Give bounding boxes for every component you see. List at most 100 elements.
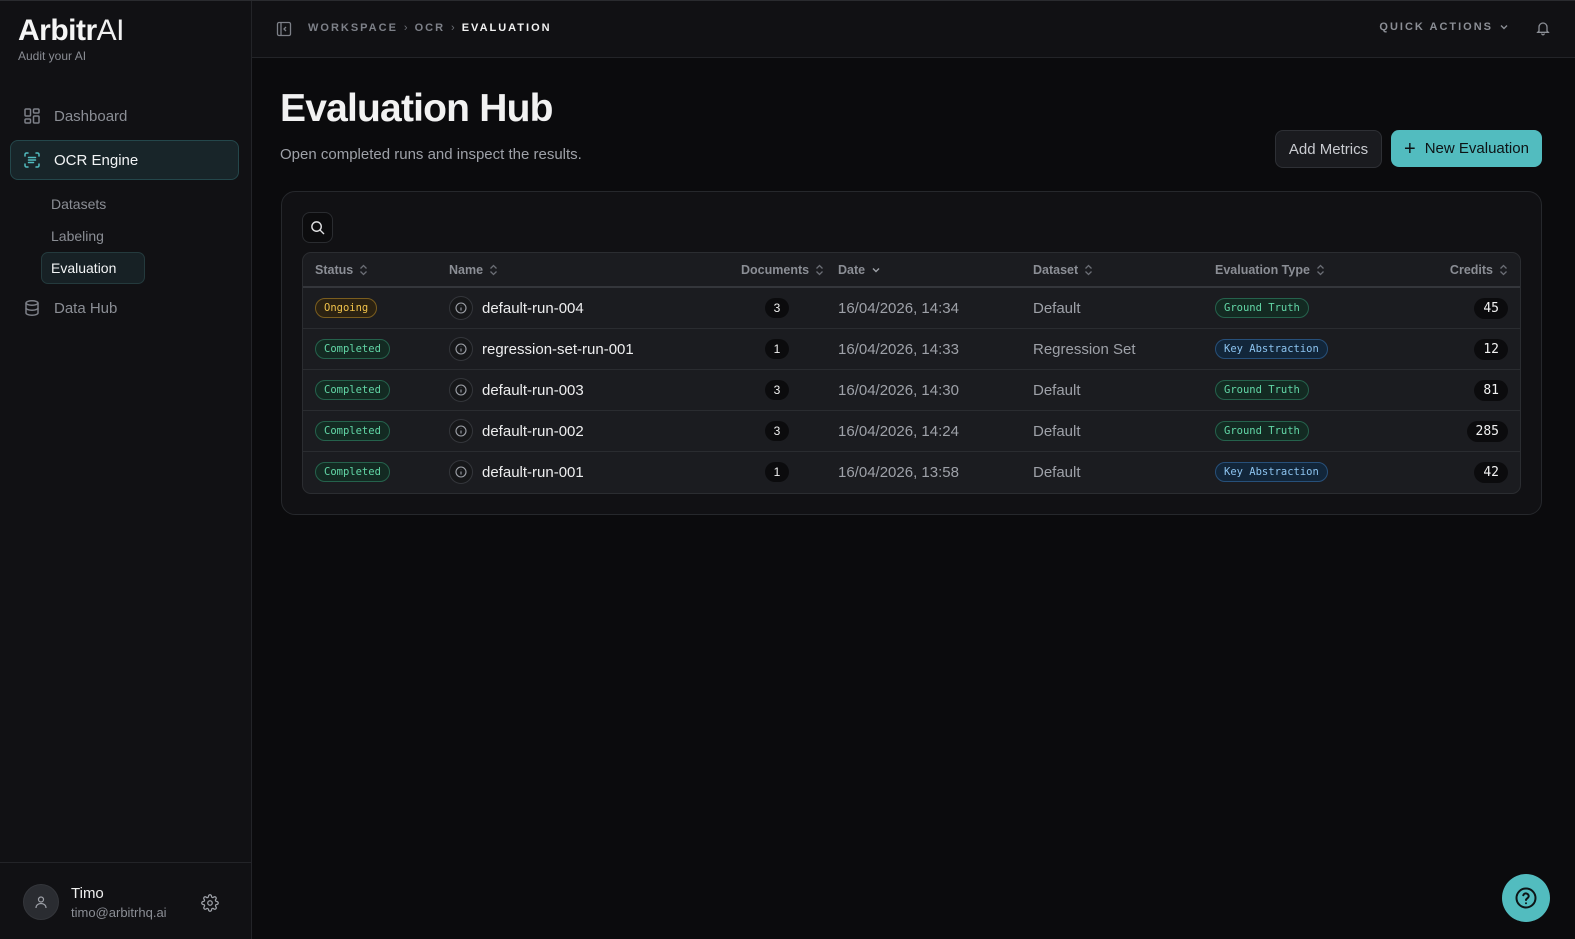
documents-count: 1	[765, 339, 789, 359]
new-evaluation-button[interactable]: + New Evaluation	[1391, 130, 1542, 167]
run-name[interactable]: default-run-001	[482, 463, 584, 481]
table-row[interactable]: Ongoing default-run-004 3 16/04/2026, 14…	[303, 288, 1520, 329]
sidebar-subitem-label: Labeling	[51, 228, 104, 244]
status-badge: Completed	[315, 339, 390, 359]
dataset-name: Default	[1033, 299, 1081, 317]
sidebar-item-ocr-engine[interactable]: OCR Engine	[10, 140, 239, 180]
evaluation-type-badge: Ground Truth	[1215, 421, 1309, 441]
ocr-scan-icon	[24, 152, 40, 168]
breadcrumb: WORKSPACE › OCR › EVALUATION	[308, 22, 552, 34]
column-label: Documents	[741, 263, 810, 277]
page-subtitle: Open completed runs and inspect the resu…	[280, 146, 582, 163]
gear-icon[interactable]	[201, 894, 219, 912]
sidebar: ArbitrAI Audit your AI Dashboard OCR Eng…	[0, 1, 252, 939]
bell-icon[interactable]	[1535, 20, 1551, 36]
table-row[interactable]: Completed default-run-003 3 16/04/2026, …	[303, 370, 1520, 411]
table-header: Status Name Documents Date Dataset Evalu…	[303, 253, 1520, 288]
run-date: 16/04/2026, 14:30	[838, 381, 959, 399]
brand-logo[interactable]: ArbitrAI Audit your AI	[18, 14, 125, 64]
column-label: Name	[449, 263, 484, 277]
evaluation-type-badge: Key Abstraction	[1215, 462, 1328, 482]
status-badge: Completed	[315, 380, 390, 400]
user-profile: Timo timo@arbitrhq.ai	[0, 862, 251, 939]
sidebar-item-label: Data Hub	[54, 299, 118, 317]
status-badge: Completed	[315, 462, 390, 482]
search-button[interactable]	[302, 212, 333, 243]
sidebar-item-dashboard[interactable]: Dashboard	[10, 96, 239, 136]
user-email: timo@arbitrhq.ai	[71, 905, 167, 920]
column-header-documents[interactable]: Documents	[741, 263, 824, 277]
sort-icon	[1316, 264, 1324, 276]
quick-actions-label: QUICK ACTIONS	[1379, 21, 1493, 33]
column-header-credits[interactable]: Credits	[1450, 263, 1508, 277]
evaluation-type-badge: Ground Truth	[1215, 298, 1309, 318]
sidebar-subitem-labeling[interactable]: Labeling	[41, 220, 114, 252]
sidebar-subitem-datasets[interactable]: Datasets	[41, 188, 116, 220]
credits-count: 45	[1474, 297, 1508, 319]
breadcrumb-ocr[interactable]: OCR	[414, 22, 446, 34]
sort-desc-icon	[872, 268, 880, 273]
sidebar-item-label: Dashboard	[54, 107, 128, 125]
evaluation-type-badge: Key Abstraction	[1215, 339, 1328, 359]
info-icon[interactable]	[449, 419, 473, 443]
sidebar-subitem-evaluation[interactable]: Evaluation	[41, 252, 145, 284]
user-name: Timo	[71, 885, 104, 902]
credits-count: 12	[1474, 338, 1508, 360]
run-name[interactable]: default-run-003	[482, 381, 584, 399]
sidebar-item-label: OCR Engine	[54, 151, 139, 169]
chevron-down-icon	[1500, 25, 1508, 30]
sort-icon	[1085, 264, 1093, 276]
info-icon[interactable]	[449, 337, 473, 361]
column-header-name[interactable]: Name	[449, 263, 498, 277]
status-badge: Completed	[315, 421, 390, 441]
evaluations-table: Status Name Documents Date Dataset Evalu…	[302, 252, 1521, 494]
breadcrumb-evaluation: EVALUATION	[461, 22, 552, 34]
search-icon	[311, 221, 325, 235]
sidebar-item-data-hub[interactable]: Data Hub	[10, 288, 239, 328]
status-badge: Ongoing	[315, 298, 378, 318]
dataset-name: Default	[1033, 463, 1081, 481]
add-metrics-button[interactable]: Add Metrics	[1275, 130, 1382, 168]
column-label: Evaluation Type	[1215, 263, 1310, 277]
info-icon[interactable]	[449, 296, 473, 320]
new-evaluation-label: New Evaluation	[1424, 140, 1529, 157]
info-icon[interactable]	[449, 378, 473, 402]
page-title: Evaluation Hub	[280, 87, 553, 130]
brand-name-suffix: AI	[96, 14, 125, 47]
table-row[interactable]: Completed default-run-001 1 16/04/2026, …	[303, 452, 1520, 493]
run-date: 16/04/2026, 13:58	[838, 463, 959, 481]
run-date: 16/04/2026, 14:33	[838, 340, 959, 358]
run-name[interactable]: default-run-002	[482, 422, 584, 440]
chevron-right-icon: ›	[403, 22, 408, 34]
top-bar: WORKSPACE › OCR › EVALUATION QUICK ACTIO…	[252, 1, 1575, 58]
table-row[interactable]: Completed default-run-002 3 16/04/2026, …	[303, 411, 1520, 452]
column-label: Credits	[1449, 263, 1493, 277]
column-header-status[interactable]: Status	[315, 263, 368, 277]
run-date: 16/04/2026, 14:24	[838, 422, 959, 440]
credits-count: 285	[1466, 420, 1508, 442]
avatar[interactable]	[23, 884, 59, 920]
brand-name: Arbitr	[18, 14, 97, 47]
quick-actions-dropdown[interactable]: QUICK ACTIONS	[1379, 21, 1509, 33]
credits-count: 42	[1474, 461, 1508, 483]
sort-icon	[360, 264, 368, 276]
run-name[interactable]: default-run-004	[482, 299, 584, 317]
column-header-date[interactable]: Date	[838, 263, 881, 277]
breadcrumb-workspace[interactable]: WORKSPACE	[308, 22, 398, 34]
sidebar-subitem-label: Datasets	[51, 196, 107, 212]
evaluation-type-badge: Ground Truth	[1215, 380, 1309, 400]
brand-tagline: Audit your AI	[18, 49, 87, 63]
sort-icon	[1500, 264, 1507, 276]
user-icon	[35, 896, 47, 909]
run-name[interactable]: regression-set-run-001	[482, 340, 634, 358]
help-button[interactable]	[1502, 874, 1550, 922]
info-icon[interactable]	[449, 460, 473, 484]
sidebar-collapse-icon[interactable]	[276, 21, 292, 37]
column-header-dataset[interactable]: Dataset	[1033, 263, 1093, 277]
column-header-evaluation-type[interactable]: Evaluation Type	[1215, 263, 1325, 277]
help-question-icon	[1515, 887, 1537, 909]
sort-icon	[816, 264, 824, 276]
table-row[interactable]: Completed regression-set-run-001 1 16/04…	[303, 329, 1520, 370]
column-label: Date	[838, 263, 866, 277]
column-label: Dataset	[1033, 263, 1079, 277]
